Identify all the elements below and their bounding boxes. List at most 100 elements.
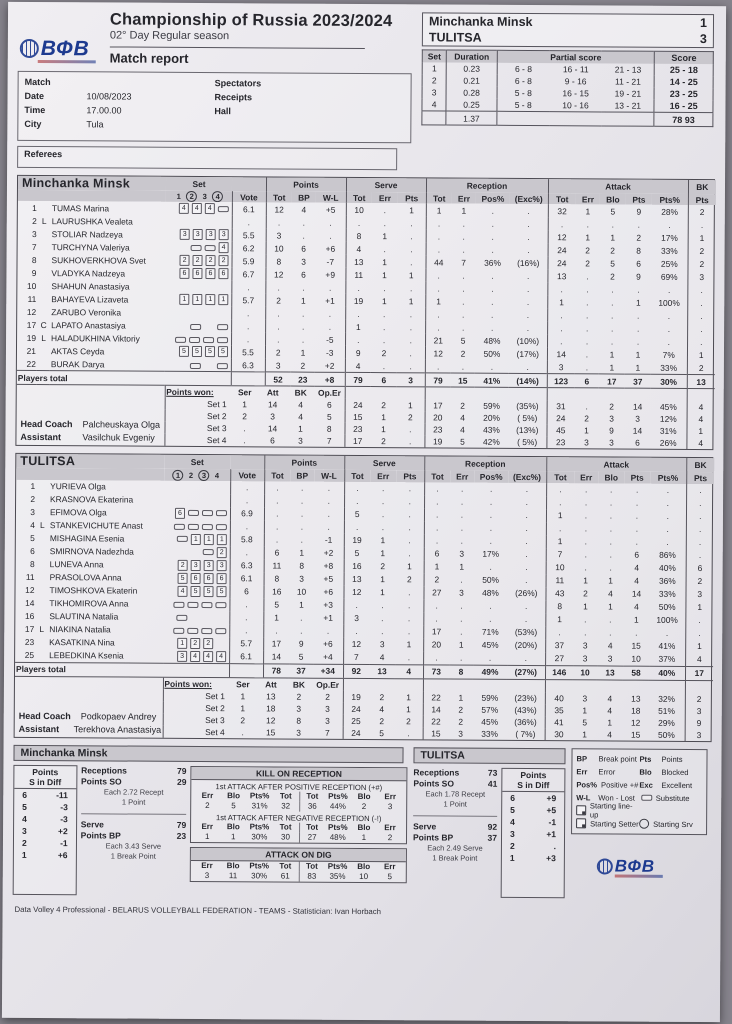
points-won-col-header: Att: [266, 387, 279, 398]
points-diff-row: 3 +1: [502, 827, 564, 839]
starting-marker: 1: [192, 294, 203, 306]
stat-cell: .: [610, 336, 614, 347]
set-group-label: Set: [164, 455, 231, 470]
stat-cell: .: [409, 335, 413, 346]
globe-icon: [19, 38, 39, 59]
col-header: Pts: [396, 470, 425, 482]
stat-grid-value: 27: [298, 832, 325, 843]
spacer: [684, 680, 714, 693]
stat-cell: 17: [423, 624, 450, 639]
points-diff-header-line: Points: [520, 769, 547, 780]
rs-label: Serve: [413, 820, 437, 832]
stat-cell: .: [328, 282, 332, 293]
player-name: LEBEDKINA Ksenia: [49, 650, 124, 661]
stat-cell: 1: [406, 691, 411, 702]
stat-cell: .: [229, 519, 264, 533]
rs-value: 79: [176, 819, 187, 830]
starting-marker: 4: [190, 650, 201, 662]
stat-cell: .: [527, 270, 530, 281]
stat-cell: .: [609, 484, 613, 495]
footer-note: Data Volley 4 Professional - BELARUS VOL…: [14, 904, 382, 916]
stat-cell: 4: [607, 640, 613, 651]
diff-count: 5: [22, 801, 27, 812]
stat-cell: .: [265, 306, 292, 320]
stat-cell: 2: [380, 561, 386, 572]
team-stat-table: TULITSA Set Points Serve Reception Attack BK 1 2…: [14, 454, 715, 681]
stat-cell: 24: [547, 256, 576, 270]
stat-cell: .: [460, 522, 464, 533]
substitute-marker: [203, 336, 215, 343]
score-box: Minchanka Minsk 1 TULITSA 3 Set Duration P…: [421, 12, 715, 172]
partial-score: 5 - 8: [514, 87, 532, 99]
stat-grid-col-header: Err: [384, 791, 397, 801]
stat-cell: 2: [381, 400, 387, 411]
stat-cell: 2: [584, 413, 589, 424]
stat-grid-col-header: Tot: [279, 822, 292, 832]
stat-cell: .: [666, 484, 670, 495]
partial-score: 6 - 8: [514, 63, 533, 75]
set-row-label: Set 3: [164, 422, 231, 435]
stat-cell: .: [410, 218, 413, 229]
player-number: 12: [25, 584, 35, 596]
stat-cell: -3: [325, 347, 334, 358]
stat-cell: .: [263, 506, 291, 521]
stat-cell: 2: [264, 345, 292, 359]
total-cell: 146: [544, 665, 574, 680]
diff-value: .: [553, 840, 556, 851]
stat-cell: 4: [634, 575, 639, 586]
col-header: Pos%: [475, 192, 510, 205]
substitute-marker: [189, 362, 201, 369]
total-cell: 78: [263, 663, 290, 678]
stat-grid-col-header: Err: [201, 860, 213, 870]
stat-cell: 3: [684, 728, 713, 741]
stat-cell: 32: [547, 204, 576, 218]
set-total-row: 1.37 78 93: [421, 110, 713, 127]
starting-marker: 6: [179, 268, 190, 280]
stat-cell: .: [264, 493, 291, 508]
legend-box: BP Break point Pts Points Err Error Blo Blocked…: [571, 747, 708, 835]
stat-cell: 5.7: [231, 293, 266, 307]
player-name: NIAKINA Natalia: [49, 624, 111, 635]
stat-grid-col-header: Pts%: [249, 790, 270, 800]
stat-cell: .: [635, 510, 639, 521]
team-stat-tables: Minchanka Minsk Set Points Serve Reception At…: [13, 174, 717, 742]
stat-cell: 3: [265, 228, 292, 242]
legend-key: Pos%: [576, 779, 598, 789]
stat-cell: .: [462, 296, 465, 307]
stat-cell: 26%: [659, 438, 677, 449]
stat-cell: 23: [546, 436, 575, 449]
stat-cell: 1: [607, 717, 613, 728]
stat-grid-col-header: Pts%: [327, 822, 348, 832]
stat-cell: .: [547, 282, 576, 296]
stat-cell: 1: [381, 295, 387, 306]
player-name: LAURUSHKA Vealeta: [51, 215, 133, 227]
stat-cell: 11: [345, 268, 372, 282]
legend-row: Starting Setter Starting Srv: [576, 817, 702, 831]
stat-cell: .: [300, 612, 303, 623]
diff-count: 1: [509, 852, 515, 863]
summary-left: Minchanka Minsk Points S in Diff 6 -11 5 -3 4-…: [12, 744, 408, 896]
col-header-duration: Duration: [446, 49, 498, 63]
player-number: 17: [26, 319, 37, 330]
stat-cell: .: [611, 219, 614, 230]
player-set-markers: [163, 597, 229, 610]
set-duration: 0.28: [446, 86, 497, 99]
stat-cell: 23: [344, 423, 371, 436]
stat-cell: .: [425, 229, 452, 243]
legend-row: Err Error Blo Blocked: [576, 765, 702, 779]
stat-cell: .: [345, 216, 372, 230]
legend-item: Err Error: [576, 767, 639, 776]
stat-cell: .: [382, 334, 386, 345]
player-role: [37, 344, 50, 357]
stat-cell: .: [265, 332, 292, 346]
player-role: C: [40, 319, 47, 330]
points-won-cell: 4: [298, 399, 304, 410]
player-role: [35, 584, 48, 597]
stat-cell: .: [327, 495, 331, 506]
team1-name: Minchanka Minsk: [428, 14, 533, 30]
stat-cell: .: [381, 509, 385, 520]
stat-cell: 5: [460, 335, 466, 346]
stat-table-body: 1 TUMAS Marina 4 4 4 6.1 12 4 +5 10. 1 1 1.. 32 1 5 9 28%…: [16, 201, 716, 389]
